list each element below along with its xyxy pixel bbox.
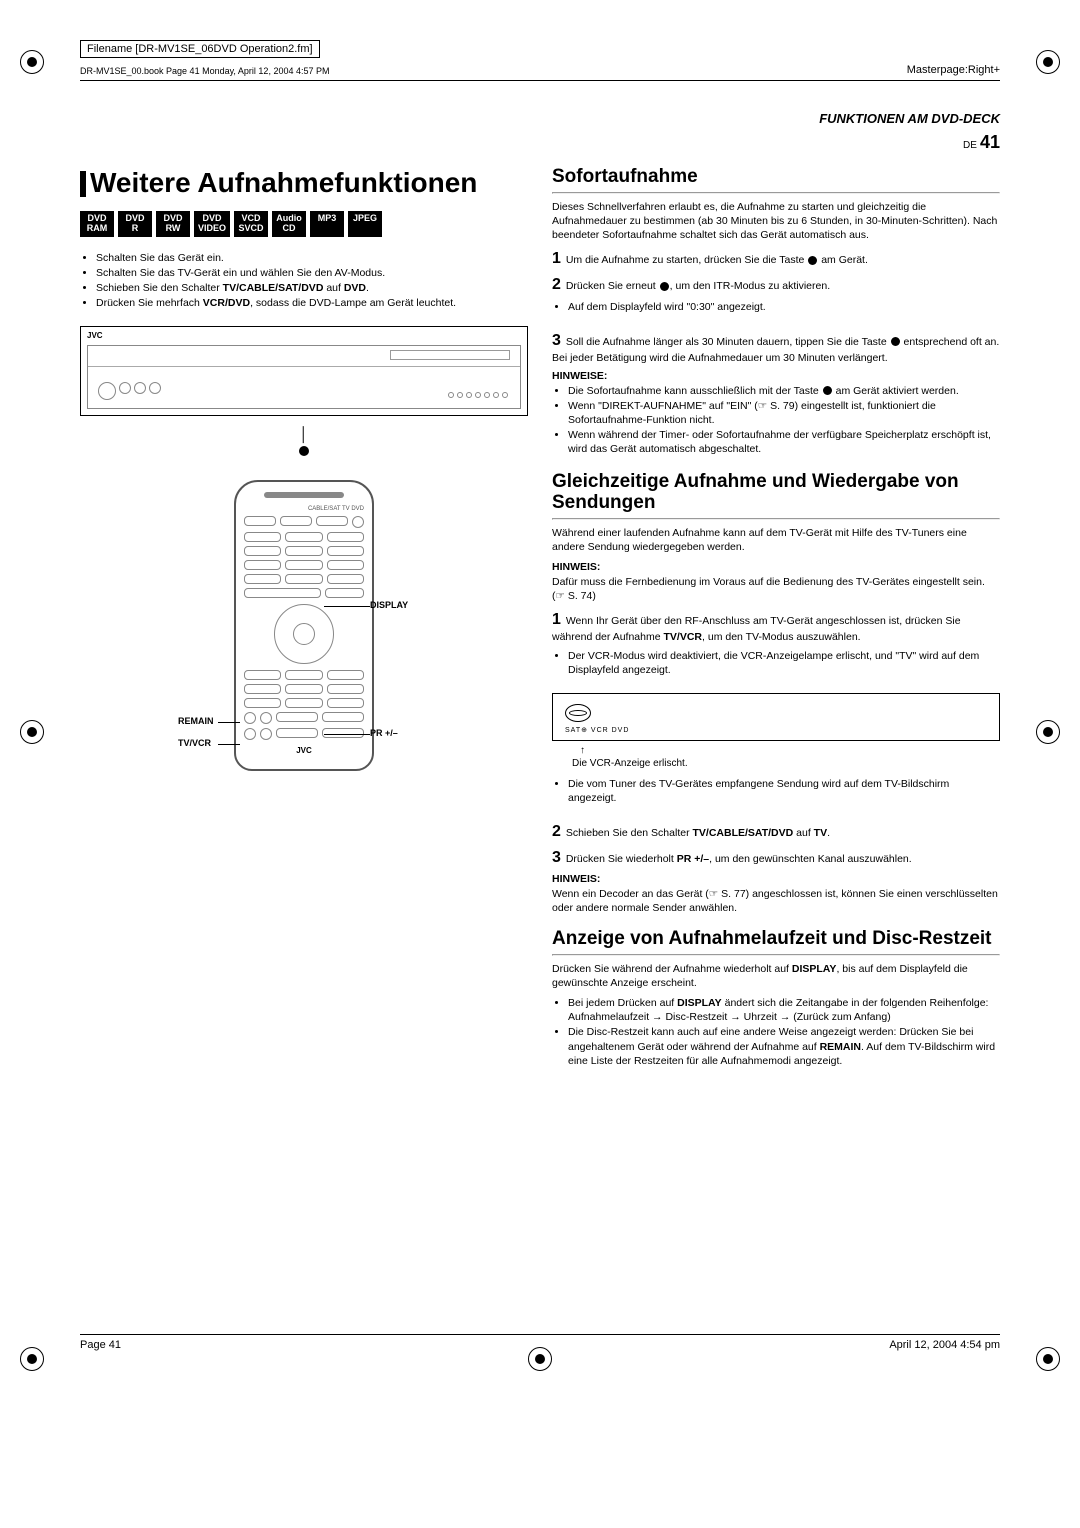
crop-mark — [528, 1347, 552, 1371]
filename-box: Filename [DR-MV1SE_06DVD Operation2.fm] — [80, 40, 320, 58]
record-dot-icon — [299, 446, 309, 456]
setup-step: Drücken Sie mehrfach VCR/DVD, sodass die… — [96, 296, 528, 310]
remote-illustration: CABLE/SAT TV DVD JVC DISPLAY REMAIN TV/V… — [204, 480, 404, 771]
s2-step2: 2 Schieben Sie den Schalter TV/CABLE/SAT… — [552, 821, 1000, 843]
s2-hinweis1: Dafür muss die Fernbedienung im Voraus a… — [552, 575, 1000, 603]
callout-tvvcr: TV/VCR — [178, 738, 211, 748]
s3-p1: Drücken Sie während der Aufnahme wiederh… — [552, 962, 1000, 990]
hinweis-heading-2: HINWEIS: — [552, 873, 1000, 885]
format-badge: MP3 — [310, 211, 344, 237]
setup-steps-list: Schalten Sie das Gerät ein.Schalten Sie … — [80, 251, 528, 311]
remote-brand: JVC — [244, 746, 364, 755]
format-badge: VCDSVCD — [234, 211, 268, 237]
crop-mark — [1036, 50, 1060, 74]
s1-step2: 2 Drücken Sie erneut , um den ITR-Modus … — [552, 274, 1000, 296]
arrow-down-icon: │ — [80, 426, 528, 442]
footer-date: April 12, 2004 4:54 pm — [889, 1339, 1000, 1351]
format-badge: JPEG — [348, 211, 382, 237]
device-illustration: JVC — [80, 326, 528, 416]
section-header: FUNKTIONEN AM DVD-DECK — [80, 111, 1000, 126]
callout-pr: PR +/– — [370, 728, 398, 738]
callout-remain: REMAIN — [178, 716, 214, 726]
subheading-gleichzeitig: Gleichzeitige Aufnahme und Wiedergabe vo… — [552, 472, 1000, 514]
crop-mark — [1036, 1347, 1060, 1371]
setup-step: Schieben Sie den Schalter TV/CABLE/SAT/D… — [96, 281, 528, 295]
hinweis-item: Die Sofortaufnahme kann ausschließlich m… — [568, 384, 1000, 398]
s2-step3: 3 Drücken Sie wiederholt PR +/–, um den … — [552, 847, 1000, 869]
crop-mark — [1036, 720, 1060, 744]
disc-icon — [565, 704, 591, 722]
format-badge: DVDRW — [156, 211, 190, 237]
lang-code: DE — [963, 140, 977, 151]
crop-mark — [20, 1347, 44, 1371]
subheading-anzeige: Anzeige von Aufnahmelaufzeit und Disc-Re… — [552, 929, 1000, 950]
hinweis-item: Wenn während der Timer- oder Sofortaufna… — [568, 428, 1000, 456]
format-badge: DVDR — [118, 211, 152, 237]
s2-hinweis2: Wenn ein Decoder an das Gerät (☞ S. 77) … — [552, 887, 1000, 915]
setup-step: Schalten Sie das TV-Gerät ein und wählen… — [96, 266, 528, 280]
format-badge: DVDVIDEO — [194, 211, 230, 237]
format-badge: AudioCD — [272, 211, 306, 237]
s2-intro: Während einer laufenden Aufnahme kann au… — [552, 526, 1000, 554]
page-title: Weitere Aufnahmefunktionen — [80, 167, 528, 199]
s1-intro: Dieses Schnellverfahren erlaubt es, die … — [552, 200, 1000, 243]
crop-mark — [20, 50, 44, 74]
masterpage-label: Masterpage:Right+ — [907, 64, 1000, 76]
setup-step: Schalten Sie das Gerät ein. — [96, 251, 528, 265]
hinweis-item: Wenn "DIREKT-AUFNAHME" auf "EIN" (☞ S. 7… — [568, 399, 1000, 427]
page-number-line: DE 41 — [80, 132, 1000, 153]
s2-bullet: Die vom Tuner des TV-Gerätes empfangene … — [568, 777, 1000, 805]
page-number: 41 — [980, 132, 1000, 152]
vcr-sublabels: SAT⊕ VCR DVD — [565, 726, 987, 734]
s2-step1-sub: Der VCR-Modus wird deaktiviert, die VCR-… — [568, 649, 1000, 677]
vcr-caption: Die VCR-Anzeige erlischt. — [572, 758, 1000, 769]
device-brand: JVC — [87, 331, 103, 340]
crop-mark — [20, 720, 44, 744]
hinweise-heading: HINWEISE: — [552, 370, 1000, 382]
arrow-up-icon: ↑ — [580, 745, 1000, 756]
s1-step1: 1 Um die Aufnahme zu starten, drücken Si… — [552, 248, 1000, 270]
s1-step3: 3 Soll die Aufnahme länger als 30 Minute… — [552, 330, 1000, 366]
footer-page: Page 41 — [80, 1339, 121, 1351]
s3-list: Bei jedem Drücken auf DISPLAY ändert sic… — [552, 996, 1000, 1068]
hinweis-heading: HINWEIS: — [552, 561, 1000, 573]
subheading-sofortaufnahme: Sofortaufnahme — [552, 167, 1000, 188]
remote-switch-labels: CABLE/SAT TV DVD — [244, 506, 364, 512]
s1-step2-sub: Auf dem Displayfeld wird "0:30" angezeig… — [568, 300, 1000, 314]
bookline: DR-MV1SE_00.book Page 41 Monday, April 1… — [80, 66, 329, 76]
s1-hinweise-list: Die Sofortaufnahme kann ausschließlich m… — [552, 384, 1000, 457]
format-badges: DVDRAMDVDRDVDRWDVDVIDEOVCDSVCDAudioCDMP3… — [80, 211, 528, 237]
vcr-indicator-box: SAT⊕ VCR DVD — [552, 693, 1000, 741]
s2-step1: 1 Wenn Ihr Gerät über den RF-Anschluss a… — [552, 609, 1000, 645]
callout-display: DISPLAY — [370, 600, 408, 610]
format-badge: DVDRAM — [80, 211, 114, 237]
